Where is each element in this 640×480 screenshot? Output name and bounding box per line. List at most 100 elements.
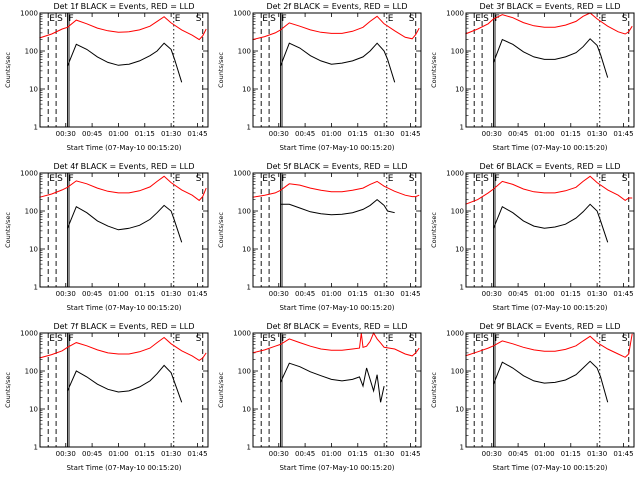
chart-title: Det 4f BLACK = Events, RED = LLD — [53, 162, 194, 171]
y-tick-label: 1000 — [446, 330, 464, 338]
panel-det-1: Det 1f BLACK = Events, RED = LLD Counts/s… — [4, 2, 209, 152]
x-tick-label: 00:45 — [508, 130, 528, 138]
x-tick-label: 01:00 — [108, 450, 128, 458]
x-tick-label: 01:30 — [587, 290, 607, 298]
chart-title: Det 3f BLACK = Events, RED = LLD — [479, 2, 620, 11]
marker-label: E — [175, 334, 181, 344]
x-axis-label: Start Time (07-May-10 00:15:20) — [66, 144, 181, 152]
marker-label: S — [270, 174, 276, 184]
panel-det-9: Det 9f BLACK = Events, RED = LLD Counts/s… — [430, 322, 635, 472]
panel-det-8: Det 8f BLACK = Events, RED = LLD Counts/s… — [217, 322, 422, 472]
y-tick-label: 100 — [451, 208, 464, 216]
y-axis-label: Counts/sec — [430, 52, 438, 88]
marker-label: S — [57, 174, 63, 184]
x-tick-label: 00:30 — [482, 130, 502, 138]
y-tick-label: 100 — [25, 368, 38, 376]
x-tick-label: 00:45 — [508, 290, 528, 298]
y-axis-label: Counts/sec — [217, 372, 225, 408]
y-tick-label: 1000 — [446, 10, 464, 18]
y-tick-label: 100 — [238, 368, 251, 376]
series-lld — [465, 175, 633, 205]
plot-frame — [39, 12, 209, 128]
marker-label: S — [409, 334, 415, 344]
marker-label: S — [196, 174, 202, 184]
x-tick-label: 01:30 — [374, 290, 394, 298]
marker-label: E — [49, 174, 55, 184]
marker-label: E — [601, 334, 607, 344]
marker-label: S — [409, 14, 415, 24]
marker-label: S — [622, 174, 628, 184]
plot-frame — [465, 172, 635, 288]
marker-label: E — [388, 334, 394, 344]
y-tick-label: 100 — [238, 48, 251, 56]
marker-label: E — [475, 14, 481, 24]
x-tick-label: 00:45 — [295, 290, 315, 298]
chart-title: Det 1f BLACK = Events, RED = LLD — [53, 2, 194, 11]
y-tick-label: 10 — [455, 86, 464, 94]
x-tick-label: 01:45 — [187, 290, 207, 298]
panel-det-7: Det 7f BLACK = Events, RED = LLD Counts/s… — [4, 322, 209, 472]
y-tick-label: 10 — [455, 246, 464, 254]
x-tick-label: 00:45 — [295, 450, 315, 458]
x-tick-label: 01:15 — [561, 290, 581, 298]
x-tick-label: 01:30 — [161, 290, 181, 298]
y-tick-label: 100 — [451, 368, 464, 376]
panel-det-4: Det 4f BLACK = Events, RED = LLD Counts/s… — [4, 162, 209, 312]
y-tick-label: 1 — [460, 444, 464, 452]
x-tick-label: 01:45 — [400, 130, 420, 138]
y-tick-label: 1000 — [233, 10, 251, 18]
x-tick-label: 01:45 — [613, 130, 633, 138]
y-tick-label: 1000 — [20, 170, 38, 178]
y-tick-label: 1 — [460, 124, 464, 132]
x-tick-label: 00:30 — [56, 290, 76, 298]
marker-label: F — [69, 14, 74, 24]
series-events — [67, 42, 183, 83]
x-axis-label: Start Time (07-May-10 00:15:20) — [492, 304, 607, 312]
y-axis-label: Counts/sec — [217, 52, 225, 88]
series-lld — [465, 333, 633, 358]
y-axis-label: Counts/sec — [4, 372, 12, 408]
chart-title: Det 8f BLACK = Events, RED = LLD — [266, 322, 407, 331]
y-tick-label: 1 — [34, 444, 38, 452]
marker-label: S — [196, 14, 202, 24]
marker-label: E — [262, 14, 268, 24]
marker-label: F — [69, 174, 74, 184]
x-tick-label: 00:30 — [269, 290, 289, 298]
marker-label: E — [175, 14, 181, 24]
y-tick-label: 1 — [247, 444, 251, 452]
marker-label: S — [196, 334, 202, 344]
y-tick-label: 1 — [34, 124, 38, 132]
series-events — [493, 38, 609, 78]
x-tick-label: 00:30 — [269, 130, 289, 138]
x-tick-label: 00:30 — [56, 130, 76, 138]
plot-frame — [465, 332, 635, 448]
x-tick-label: 00:45 — [82, 130, 102, 138]
panel-det-2: Det 2f BLACK = Events, RED = LLD Counts/s… — [217, 2, 422, 152]
x-tick-label: 01:45 — [187, 130, 207, 138]
marker-label: S — [483, 174, 489, 184]
x-axis-label: Start Time (07-May-10 00:15:20) — [66, 304, 181, 312]
series-lld — [39, 175, 207, 202]
marker-label: F — [282, 174, 287, 184]
panel-det-3: Det 3f BLACK = Events, RED = LLD Counts/s… — [430, 2, 635, 152]
x-tick-label: 00:30 — [269, 450, 289, 458]
plot-frame — [39, 332, 209, 448]
marker-label: E — [475, 334, 481, 344]
x-tick-label: 00:30 — [56, 450, 76, 458]
x-axis-label: Start Time (07-May-10 00:15:20) — [492, 464, 607, 472]
x-tick-label: 01:30 — [161, 450, 181, 458]
y-tick-label: 10 — [242, 86, 251, 94]
x-axis-label: Start Time (07-May-10 00:15:20) — [279, 304, 394, 312]
y-tick-label: 1 — [247, 284, 251, 292]
series-events — [280, 362, 385, 403]
x-tick-label: 01:15 — [561, 450, 581, 458]
series-events — [67, 364, 183, 403]
y-tick-label: 1000 — [233, 330, 251, 338]
chart-title: Det 5f BLACK = Events, RED = LLD — [266, 162, 407, 171]
plot-frame — [39, 172, 209, 288]
y-tick-label: 10 — [242, 246, 251, 254]
marker-label: S — [622, 14, 628, 24]
marker-label: S — [57, 334, 63, 344]
marker-label: F — [69, 334, 74, 344]
series-lld — [252, 331, 420, 357]
